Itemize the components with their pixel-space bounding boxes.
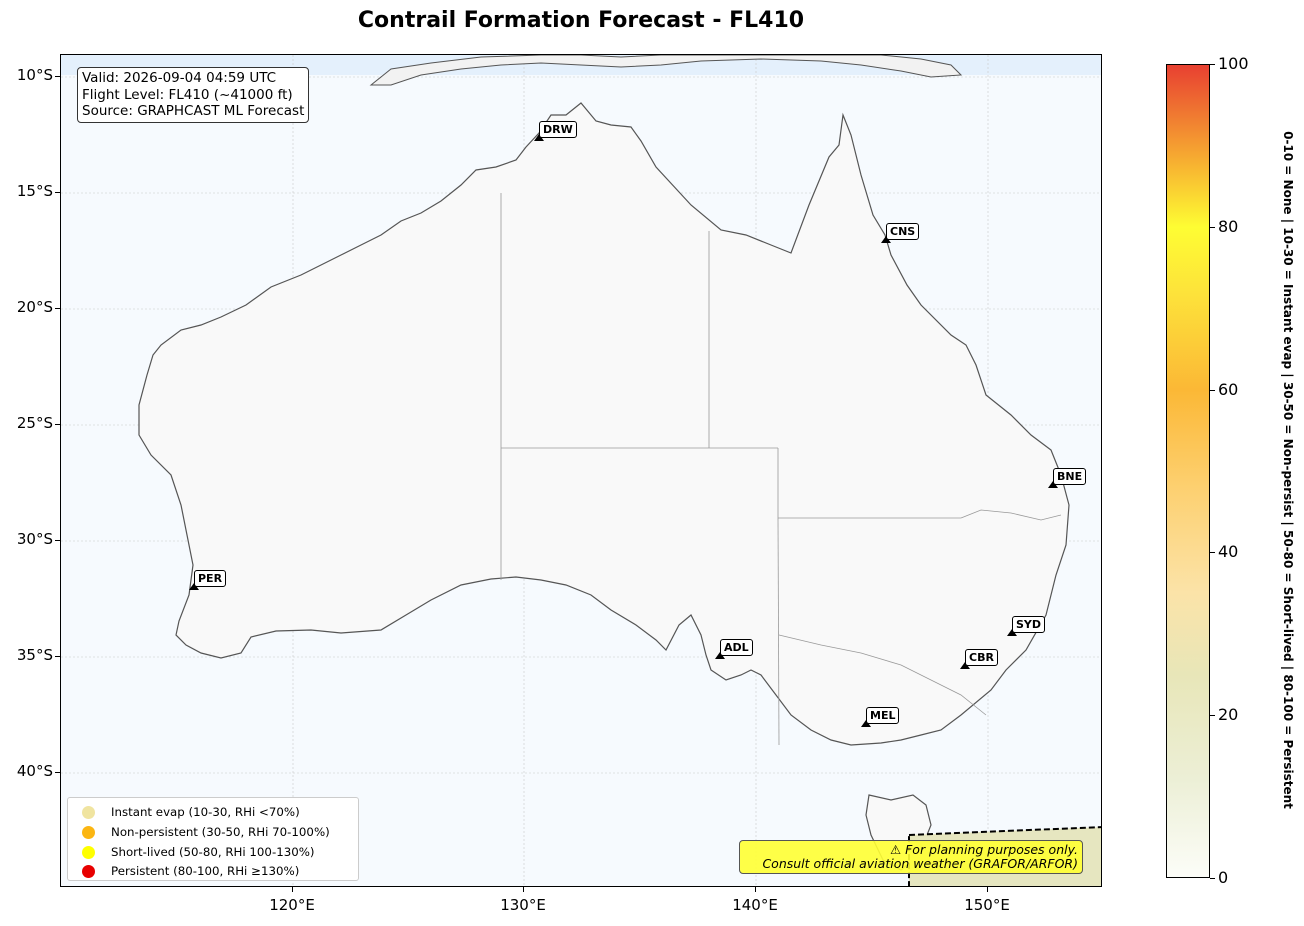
city-marker [960,662,970,669]
city-label: ADL [720,639,753,656]
city-label: CNS [886,223,920,240]
city-label: MEL [866,707,900,724]
lat-tick-mark [55,540,60,541]
city-label: SYD [1012,616,1046,633]
colorbar-tick-label: 0 [1218,868,1229,887]
city-label: BNE [1053,468,1087,485]
legend-swatch-1 [82,825,95,839]
data-source: Source: GRAPHCAST ML Forecast [82,103,305,119]
colorbar-tick-mark [1210,552,1215,553]
new-guinea [369,55,963,86]
legend-swatch-0 [82,805,95,819]
colorbar-tick-mark [1210,227,1215,228]
map-panel[interactable]: Valid: 2026-09-04 04:59 UTC Flight Level… [60,54,1102,887]
lat-tick-mark [55,192,60,193]
flight-level: Flight Level: FL410 (~41000 ft) [82,86,293,103]
city-marker [1048,481,1058,488]
colorbar-tick-label: 20 [1218,705,1239,724]
lon-tick-mark [292,887,293,892]
lat-tick: 40°S [16,762,53,780]
lon-tick: 150°E [964,896,1010,914]
colorbar-tick-mark [1210,390,1215,391]
colorbar-caption: 0-10 = None | 10-30 = Instant evap | 30-… [1281,131,1295,809]
city-marker [715,652,725,659]
lat-tick-mark [55,76,60,77]
legend-label: Instant evap (10-30, RHi <70%) [111,805,300,819]
city-label: CBR [965,649,998,666]
disclaimer-box: ⚠ For planning purposes only. Consult of… [739,840,1083,874]
city-marker [189,583,199,590]
legend-label: Short-lived (50-80, RHi 100-130%) [111,845,315,859]
chart-title: Contrail Formation Forecast - FL410 [357,8,805,33]
lat-tick-mark [55,656,60,657]
colorbar [1166,64,1210,878]
colorbar-tick-label: 80 [1218,217,1239,236]
legend-item: Non-persistent (30-50, RHi 70-100%) [82,822,330,842]
lat-tick: 30°S [16,530,53,548]
lon-tick: 120°E [269,896,315,914]
city-label: DRW [539,121,577,138]
lon-tick-mark [523,887,524,892]
colorbar-tick-label: 40 [1218,542,1239,561]
legend-item: Persistent (80-100, RHi ≥130%) [82,861,299,881]
legend-label: Non-persistent (30-50, RHi 70-100%) [111,825,330,839]
legend: Instant evap (10-30, RHi <70%) Non-persi… [67,797,359,881]
city-marker [861,720,871,727]
disclaimer-line-1: ⚠ For planning purposes only. [890,842,1078,857]
lat-tick: 35°S [16,646,53,664]
map-canvas [61,55,1101,886]
lon-tick-mark [755,887,756,892]
lon-tick-mark [987,887,988,892]
lon-tick: 140°E [732,896,778,914]
info-box: Valid: 2026-09-04 04:59 UTC Flight Level… [77,67,310,123]
disclaimer-line-2: Consult official aviation weather (GRAFO… [762,856,1078,871]
city-marker [1007,629,1017,636]
state-borders [500,193,1062,746]
city-marker [881,236,891,243]
legend-swatch-3 [82,864,95,878]
colorbar-tick-mark [1210,64,1215,65]
legend-item: Short-lived (50-80, RHi 100-130%) [82,842,315,862]
colorbar-tick-mark [1210,878,1215,879]
lat-tick: 25°S [16,414,53,432]
colorbar-tick-label: 60 [1218,380,1239,399]
colorbar-tick-label: 100 [1218,54,1249,73]
lat-tick: 15°S [16,182,53,200]
lat-tick: 10°S [16,66,53,84]
legend-swatch-2 [82,845,95,859]
valid-time: Valid: 2026-09-04 04:59 UTC [82,70,277,86]
lat-tick-mark [55,772,60,773]
legend-item: Instant evap (10-30, RHi <70%) [82,802,300,822]
city-label: PER [194,570,227,587]
legend-label: Persistent (80-100, RHi ≥130%) [111,864,300,878]
colorbar-tick-mark [1210,715,1215,716]
lon-tick: 130°E [500,896,546,914]
australia-mainland [138,102,1070,746]
lat-tick-mark [55,308,60,309]
lat-tick: 20°S [16,298,53,316]
lat-tick-mark [55,424,60,425]
city-marker [534,134,544,141]
